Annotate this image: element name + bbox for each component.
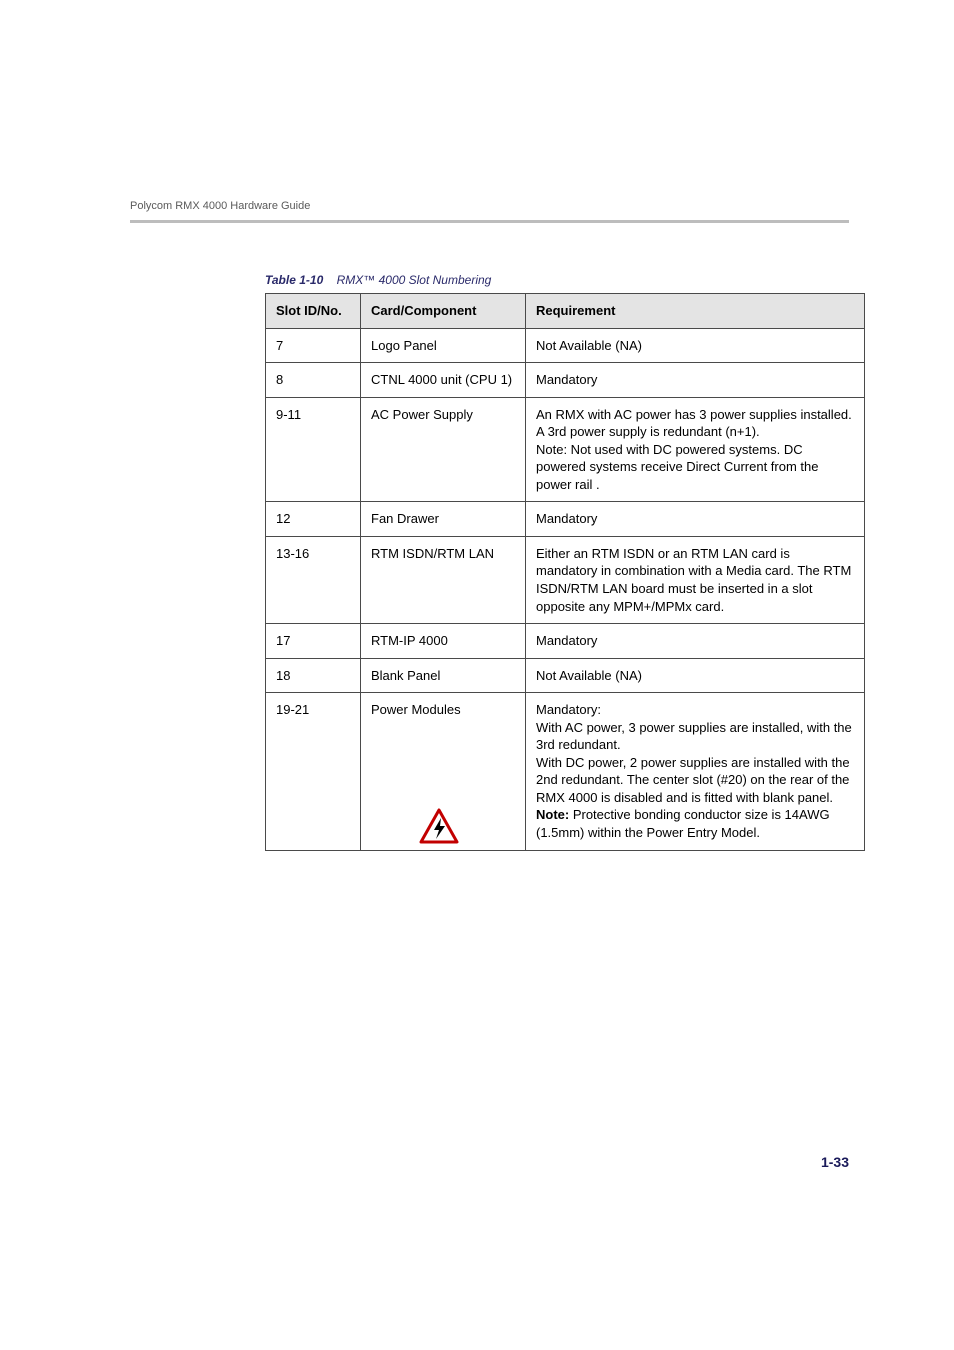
- cell-slot: 17: [266, 624, 361, 659]
- page: Polycom RMX 4000 Hardware Guide Table 1-…: [0, 0, 954, 1350]
- table-body: 7 Logo Panel Not Available (NA) 8 CTNL 4…: [266, 328, 865, 850]
- cell-slot: 7: [266, 328, 361, 363]
- cell-requirement: Mandatory: [526, 363, 865, 398]
- col-header-requirement: Requirement: [526, 294, 865, 329]
- cell-requirement: An RMX with AC power has 3 power supplie…: [526, 397, 865, 502]
- table-row: 9-11 AC Power Supply An RMX with AC powe…: [266, 397, 865, 502]
- slot-numbering-table: Slot ID/No. Card/Component Requirement 7…: [265, 293, 865, 851]
- cell-component: Power Modules: [361, 693, 526, 850]
- cell-component: AC Power Supply: [361, 397, 526, 502]
- header-rule: [130, 220, 849, 223]
- table-caption: Table 1-10 RMX™ 4000 Slot Numbering: [265, 273, 865, 287]
- cell-component-text: Power Modules: [371, 702, 461, 717]
- cell-slot: 19-21: [266, 693, 361, 850]
- cell-requirement: Not Available (NA): [526, 658, 865, 693]
- table-row: 7 Logo Panel Not Available (NA): [266, 328, 865, 363]
- cell-component: Blank Panel: [361, 658, 526, 693]
- requirement-post: Protective bonding conductor size is 14A…: [536, 807, 830, 840]
- cell-component: RTM ISDN/RTM LAN: [361, 536, 526, 623]
- table-row: 13-16 RTM ISDN/RTM LAN Either an RTM ISD…: [266, 536, 865, 623]
- cell-slot: 13-16: [266, 536, 361, 623]
- cell-requirement: Mandatory: [526, 502, 865, 537]
- electrical-warning-icon: [419, 808, 459, 844]
- cell-slot: 8: [266, 363, 361, 398]
- caption-label: Table 1-10: [265, 273, 323, 287]
- cell-component: Fan Drawer: [361, 502, 526, 537]
- col-header-component: Card/Component: [361, 294, 526, 329]
- cell-slot: 9-11: [266, 397, 361, 502]
- table-row: 12 Fan Drawer Mandatory: [266, 502, 865, 537]
- table-row: 19-21 Power Modules Mandatory:With AC po…: [266, 693, 865, 850]
- cell-requirement: Mandatory:With AC power, 3 power supplie…: [526, 693, 865, 850]
- page-number: 1-33: [821, 1154, 849, 1170]
- cell-requirement: Either an RTM ISDN or an RTM LAN card is…: [526, 536, 865, 623]
- cell-component: RTM-IP 4000: [361, 624, 526, 659]
- cell-component: Logo Panel: [361, 328, 526, 363]
- cell-component: CTNL 4000 unit (CPU 1): [361, 363, 526, 398]
- table-row: 18 Blank Panel Not Available (NA): [266, 658, 865, 693]
- requirement-pre: Mandatory:With AC power, 3 power supplie…: [536, 702, 852, 805]
- cell-slot: 18: [266, 658, 361, 693]
- table-header-row: Slot ID/No. Card/Component Requirement: [266, 294, 865, 329]
- content-block: Table 1-10 RMX™ 4000 Slot Numbering Slot…: [265, 273, 865, 851]
- cell-requirement: Not Available (NA): [526, 328, 865, 363]
- caption-title: RMX™ 4000 Slot Numbering: [337, 273, 492, 287]
- running-header: Polycom RMX 4000 Hardware Guide: [130, 200, 849, 212]
- cell-slot: 12: [266, 502, 361, 537]
- col-header-slot: Slot ID/No.: [266, 294, 361, 329]
- requirement-note-label: Note:: [536, 807, 569, 822]
- table-row: 17 RTM-IP 4000 Mandatory: [266, 624, 865, 659]
- cell-requirement: Mandatory: [526, 624, 865, 659]
- table-row: 8 CTNL 4000 unit (CPU 1) Mandatory: [266, 363, 865, 398]
